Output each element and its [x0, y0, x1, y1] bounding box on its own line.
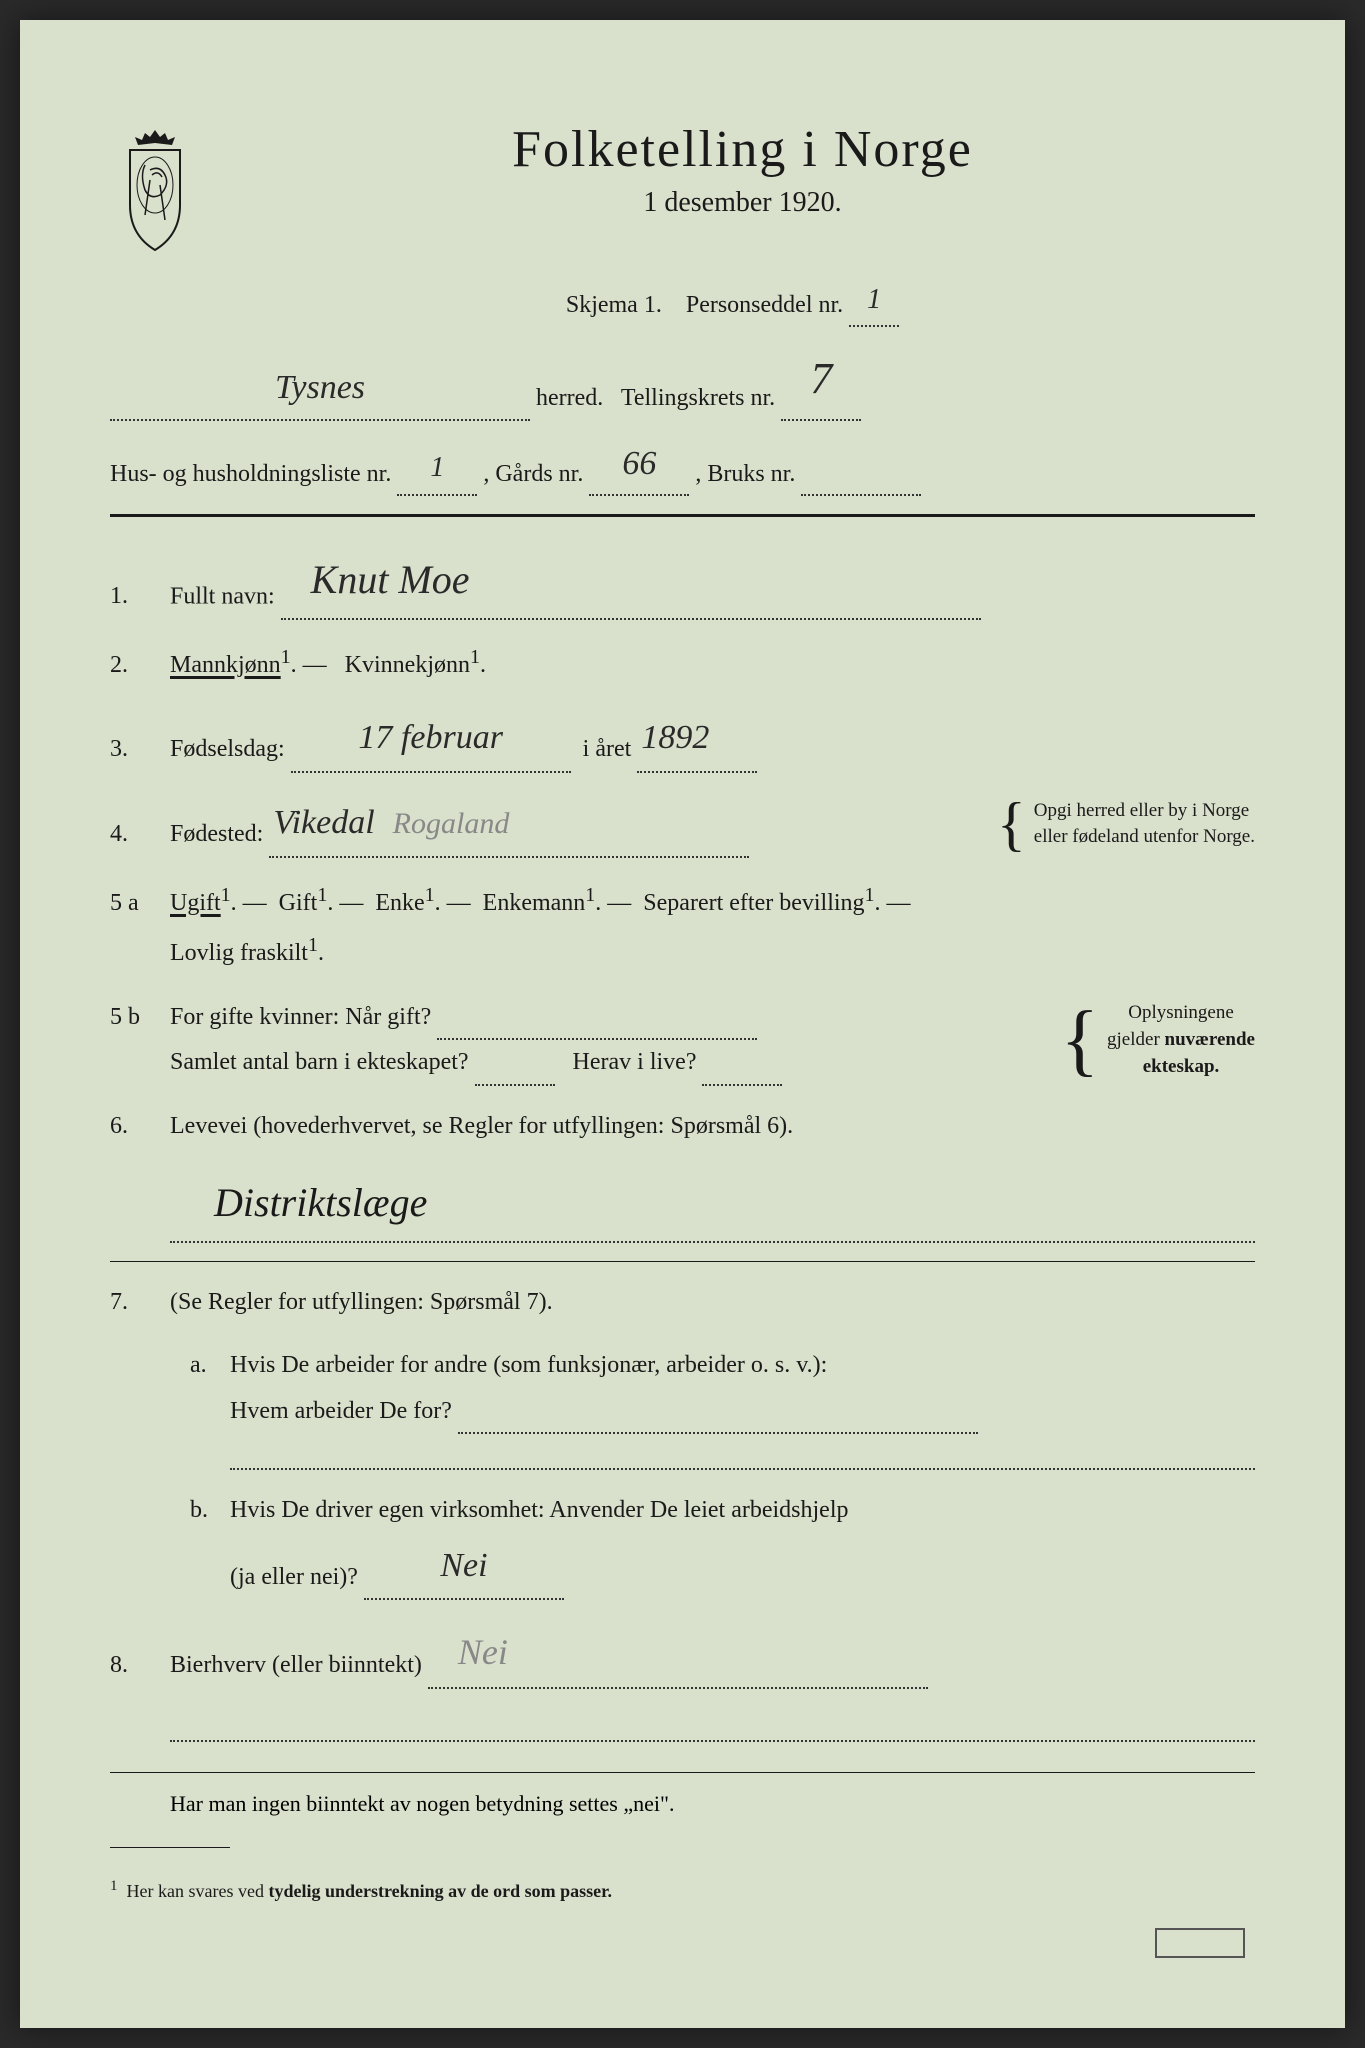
q3-day-value: 17 februar: [358, 719, 503, 756]
tellingskrets-value: 7: [810, 354, 832, 403]
question-4: 4. Fødested: Vikedal Rogaland { Opgi her…: [110, 791, 1255, 858]
q2-num: 2.: [110, 643, 170, 689]
q7a-label: a.: [170, 1343, 230, 1389]
q5b-sidenote: Oplysningene gjelder nuværende ekteskap.: [1107, 1000, 1255, 1080]
question-5b: 5 b For gifte kvinner: Når gift? Samlet …: [110, 995, 1255, 1086]
brace-icon: {: [1053, 1008, 1107, 1072]
q2-sep1: . —: [291, 652, 327, 678]
q2-kvinne: Kvinnekjønn: [345, 652, 470, 678]
q5b-note3: ekteskap.: [1143, 1056, 1220, 1077]
q2-sup1: 1: [281, 646, 291, 668]
q4-sidenote: Opgi herred eller by i Norge eller fødel…: [1034, 798, 1255, 851]
q5a-enkemann: Enkemann: [483, 890, 586, 916]
form-header: Folketelling i Norge 1 desember 1920.: [110, 120, 1255, 255]
census-form-document: Folketelling i Norge 1 desember 1920. Sk…: [20, 20, 1345, 2028]
q8-value: Nei: [458, 1632, 508, 1672]
q7-label: (Se Regler for utfyllingen: Spørsmål 7).: [170, 1289, 553, 1315]
personseddel-value: 1: [867, 284, 881, 315]
q4-note1: Opgi herred eller by i Norge: [1034, 800, 1249, 821]
q5b-note2: gjelder nuværende: [1107, 1029, 1255, 1050]
question-7: 7. (Se Regler for utfyllingen: Spørsmål …: [110, 1280, 1255, 1326]
q5a-ugift: Ugift: [170, 890, 221, 916]
divider-mid: [110, 1261, 1255, 1262]
gards-value: 66: [622, 445, 656, 482]
question-1: 1. Fullt navn: Knut Moe: [110, 542, 1255, 620]
footnote-divider: [110, 1847, 230, 1848]
q4-note2: eller fødeland utenfor Norge.: [1034, 826, 1255, 847]
footnote-marker: 1: [110, 1878, 118, 1894]
q2-mann: Mannkjønn: [170, 652, 281, 678]
norway-crest-svg: [110, 125, 200, 255]
brace-icon: {: [989, 800, 1034, 848]
form-subtitle: 1 desember 1920.: [230, 187, 1255, 219]
q3-year-value: 1892: [641, 719, 709, 756]
question-7a: a. Hvis De arbeider for andre (som funks…: [110, 1343, 1255, 1470]
q5b-line2a: Samlet antal barn i ekteskapet?: [170, 1049, 469, 1075]
q7b-value: Nei: [440, 1547, 487, 1584]
q7b-text2: (ja eller nei)?: [230, 1564, 358, 1590]
meta-line-3: Hus- og husholdningsliste nr. 1 , Gårds …: [110, 433, 1255, 496]
q5b-note1: Oplysningene: [1128, 1002, 1234, 1023]
q1-label: Fullt navn:: [170, 583, 275, 609]
divider-hint: [110, 1772, 1255, 1773]
form-title: Folketelling i Norge: [230, 120, 1255, 179]
q3-num: 3.: [110, 727, 170, 773]
question-5a: 5 a Ugift1. — Gift1. — Enke1. — Enkemann…: [110, 876, 1255, 977]
q1-num: 1.: [110, 574, 170, 620]
divider-top: [110, 514, 1255, 517]
herred-value: Tysnes: [275, 369, 365, 406]
q8-label: Bierhverv (eller biinntekt): [170, 1652, 422, 1678]
q3-label: Fødselsdag:: [170, 736, 285, 762]
q6-label: Levevei (hovederhvervet, se Regler for u…: [170, 1113, 793, 1139]
q4-pencil: Rogaland: [393, 807, 510, 840]
skjema-label: Skjema 1.: [566, 292, 662, 318]
q4-num: 4.: [110, 812, 170, 858]
q7b-text1: Hvis De driver egen virksomhet: Anvender…: [230, 1497, 848, 1523]
herred-label: herred.: [536, 385, 603, 411]
coat-of-arms-icon: [110, 125, 200, 255]
q7b-label: b.: [170, 1488, 230, 1534]
meta-line-2: Tysnes herred. Tellingskrets nr. 7: [110, 339, 1255, 420]
footnote-text: Her kan svares ved tydelig understreknin…: [127, 1881, 613, 1901]
q7-num: 7.: [110, 1280, 170, 1326]
hint-text: Har man ingen biinntekt av nogen betydni…: [110, 1791, 1255, 1817]
q3-year-label: i året: [583, 736, 632, 762]
q2-sup2: 1: [470, 646, 480, 668]
q6-num: 6.: [110, 1104, 170, 1150]
hushold-label: Hus- og husholdningsliste nr.: [110, 461, 391, 487]
q5b-line2b: Herav i live?: [573, 1049, 697, 1075]
q5a-separert: Separert efter bevilling: [643, 890, 864, 916]
q5b-num: 5 b: [110, 995, 170, 1041]
printer-stamp: [1155, 1928, 1245, 1958]
tellingskrets-label: Tellingskrets nr.: [621, 385, 775, 411]
q7a-text2: Hvem arbeider De for?: [230, 1398, 452, 1424]
footnote: 1 Her kan svares ved tydelig understrekn…: [110, 1878, 1255, 1902]
q4-value: Vikedal: [273, 804, 374, 841]
q5a-fraskilt: Lovlig fraskilt: [170, 940, 308, 966]
title-block: Folketelling i Norge 1 desember 1920.: [230, 120, 1255, 249]
q8-num: 8.: [110, 1643, 170, 1689]
bruks-label: , Bruks nr.: [695, 461, 795, 487]
q2-end: .: [480, 652, 486, 678]
q5a-num: 5 a: [110, 881, 170, 927]
q1-value: Knut Moe: [311, 557, 470, 602]
question-2: 2. Mannkjønn1. — Kvinnekjønn1.: [110, 638, 1255, 689]
question-7b: b. Hvis De driver egen virksomhet: Anven…: [110, 1488, 1255, 1600]
q4-label: Fødested:: [170, 821, 263, 847]
question-8: 8. Bierhverv (eller biinntekt) Nei: [110, 1618, 1255, 1741]
q5b-line1: For gifte kvinner: Når gift?: [170, 1004, 431, 1030]
gards-label: , Gårds nr.: [483, 461, 583, 487]
personseddel-label: Personseddel nr.: [686, 292, 843, 318]
q7a-text1: Hvis De arbeider for andre (som funksjon…: [230, 1352, 827, 1378]
question-3: 3. Fødselsdag: 17 februar i året 1892: [110, 706, 1255, 773]
hushold-value: 1: [430, 452, 444, 483]
question-6: 6. Levevei (hovederhvervet, se Regler fo…: [110, 1104, 1255, 1243]
meta-line-1: Skjema 1. Personseddel nr. 1: [110, 275, 1255, 327]
q5a-enke: Enke: [375, 890, 424, 916]
q6-value: Distriktslæge: [214, 1180, 427, 1225]
q5a-gift: Gift: [279, 890, 318, 916]
